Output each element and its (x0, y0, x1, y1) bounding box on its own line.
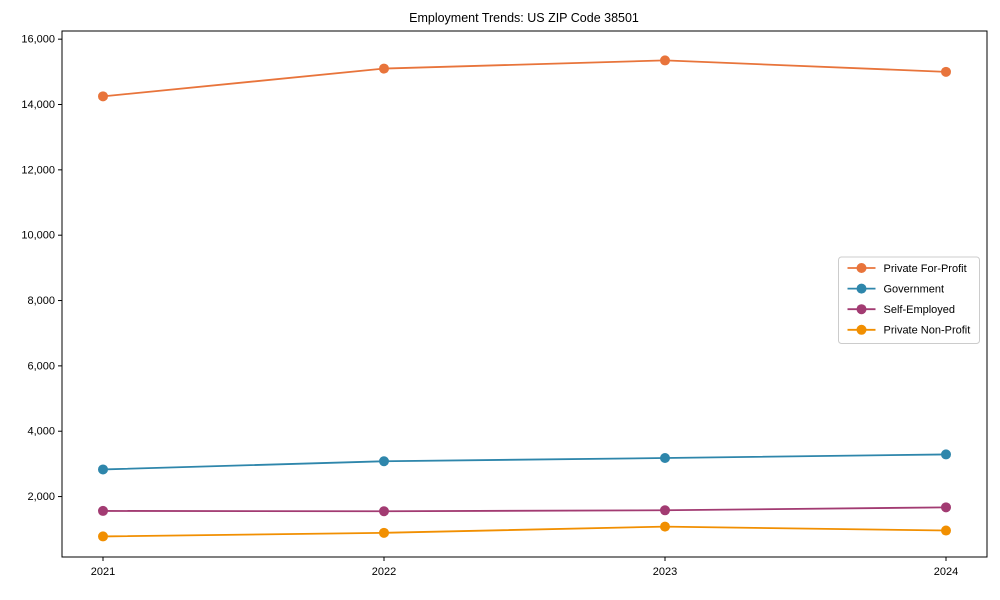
marker-private-non-profit-2023 (660, 521, 670, 532)
y-tick-label: 4,000 (27, 426, 55, 438)
marker-self-employed-2021 (98, 505, 108, 516)
series-line-self-employed (102, 506, 947, 513)
series-line-private-non-profit (102, 525, 947, 538)
legend-label-self-employed: Self-Employed (884, 304, 956, 316)
marker-self-employed-2022 (379, 506, 389, 517)
x-tick-label: 2022 (372, 566, 396, 578)
legend-marker-private-for-profit (856, 263, 867, 273)
series-line-private-for-profit (102, 59, 947, 98)
legend-label-private-non-profit: Private Non-Profit (884, 325, 971, 337)
y-tick-label: 12,000 (21, 164, 55, 176)
x-tick-label: 2024 (934, 566, 958, 578)
x-tick-label: 2023 (653, 566, 677, 578)
marker-private-non-profit-2024 (941, 525, 951, 536)
marker-self-employed-2024 (941, 502, 951, 513)
y-tick-label: 2,000 (27, 491, 55, 503)
y-tick-label: 6,000 (27, 360, 55, 372)
series-line-government (102, 453, 947, 471)
chart-title: Employment Trends: US ZIP Code 38501 (409, 11, 639, 25)
marker-private-non-profit-2022 (379, 527, 389, 538)
marker-self-employed-2023 (660, 505, 670, 516)
legend-marker-self-employed (856, 304, 867, 315)
y-tick-label: 8,000 (27, 295, 55, 307)
axes-frame (61, 30, 988, 558)
y-tick-label: 14,000 (21, 99, 55, 111)
legend-marker-government (856, 283, 867, 294)
y-tick-label: 10,000 (21, 230, 55, 242)
marker-private-for-profit-2023 (660, 55, 670, 66)
plot-content: 2,000 4,000 6,000 8,000 10,000 12,000 14,000 16… (21, 30, 988, 578)
marker-government-2023 (660, 453, 670, 464)
marker-government-2022 (379, 456, 389, 467)
legend-marker-private-non-profit (856, 324, 867, 335)
marker-government-2021 (98, 464, 108, 475)
marker-private-for-profit-2022 (379, 63, 389, 74)
legend-box (838, 256, 980, 344)
marker-private-for-profit-2024 (941, 66, 951, 77)
marker-private-non-profit-2021 (98, 531, 108, 542)
y-tick-label: 16,000 (21, 34, 55, 46)
marker-government-2024 (941, 449, 951, 460)
legend-label-private-for-profit: Private For-Profit (884, 263, 967, 275)
marker-private-for-profit-2021 (98, 91, 108, 102)
legend-label-government: Government (884, 283, 945, 295)
x-tick-label: 2021 (91, 566, 115, 578)
